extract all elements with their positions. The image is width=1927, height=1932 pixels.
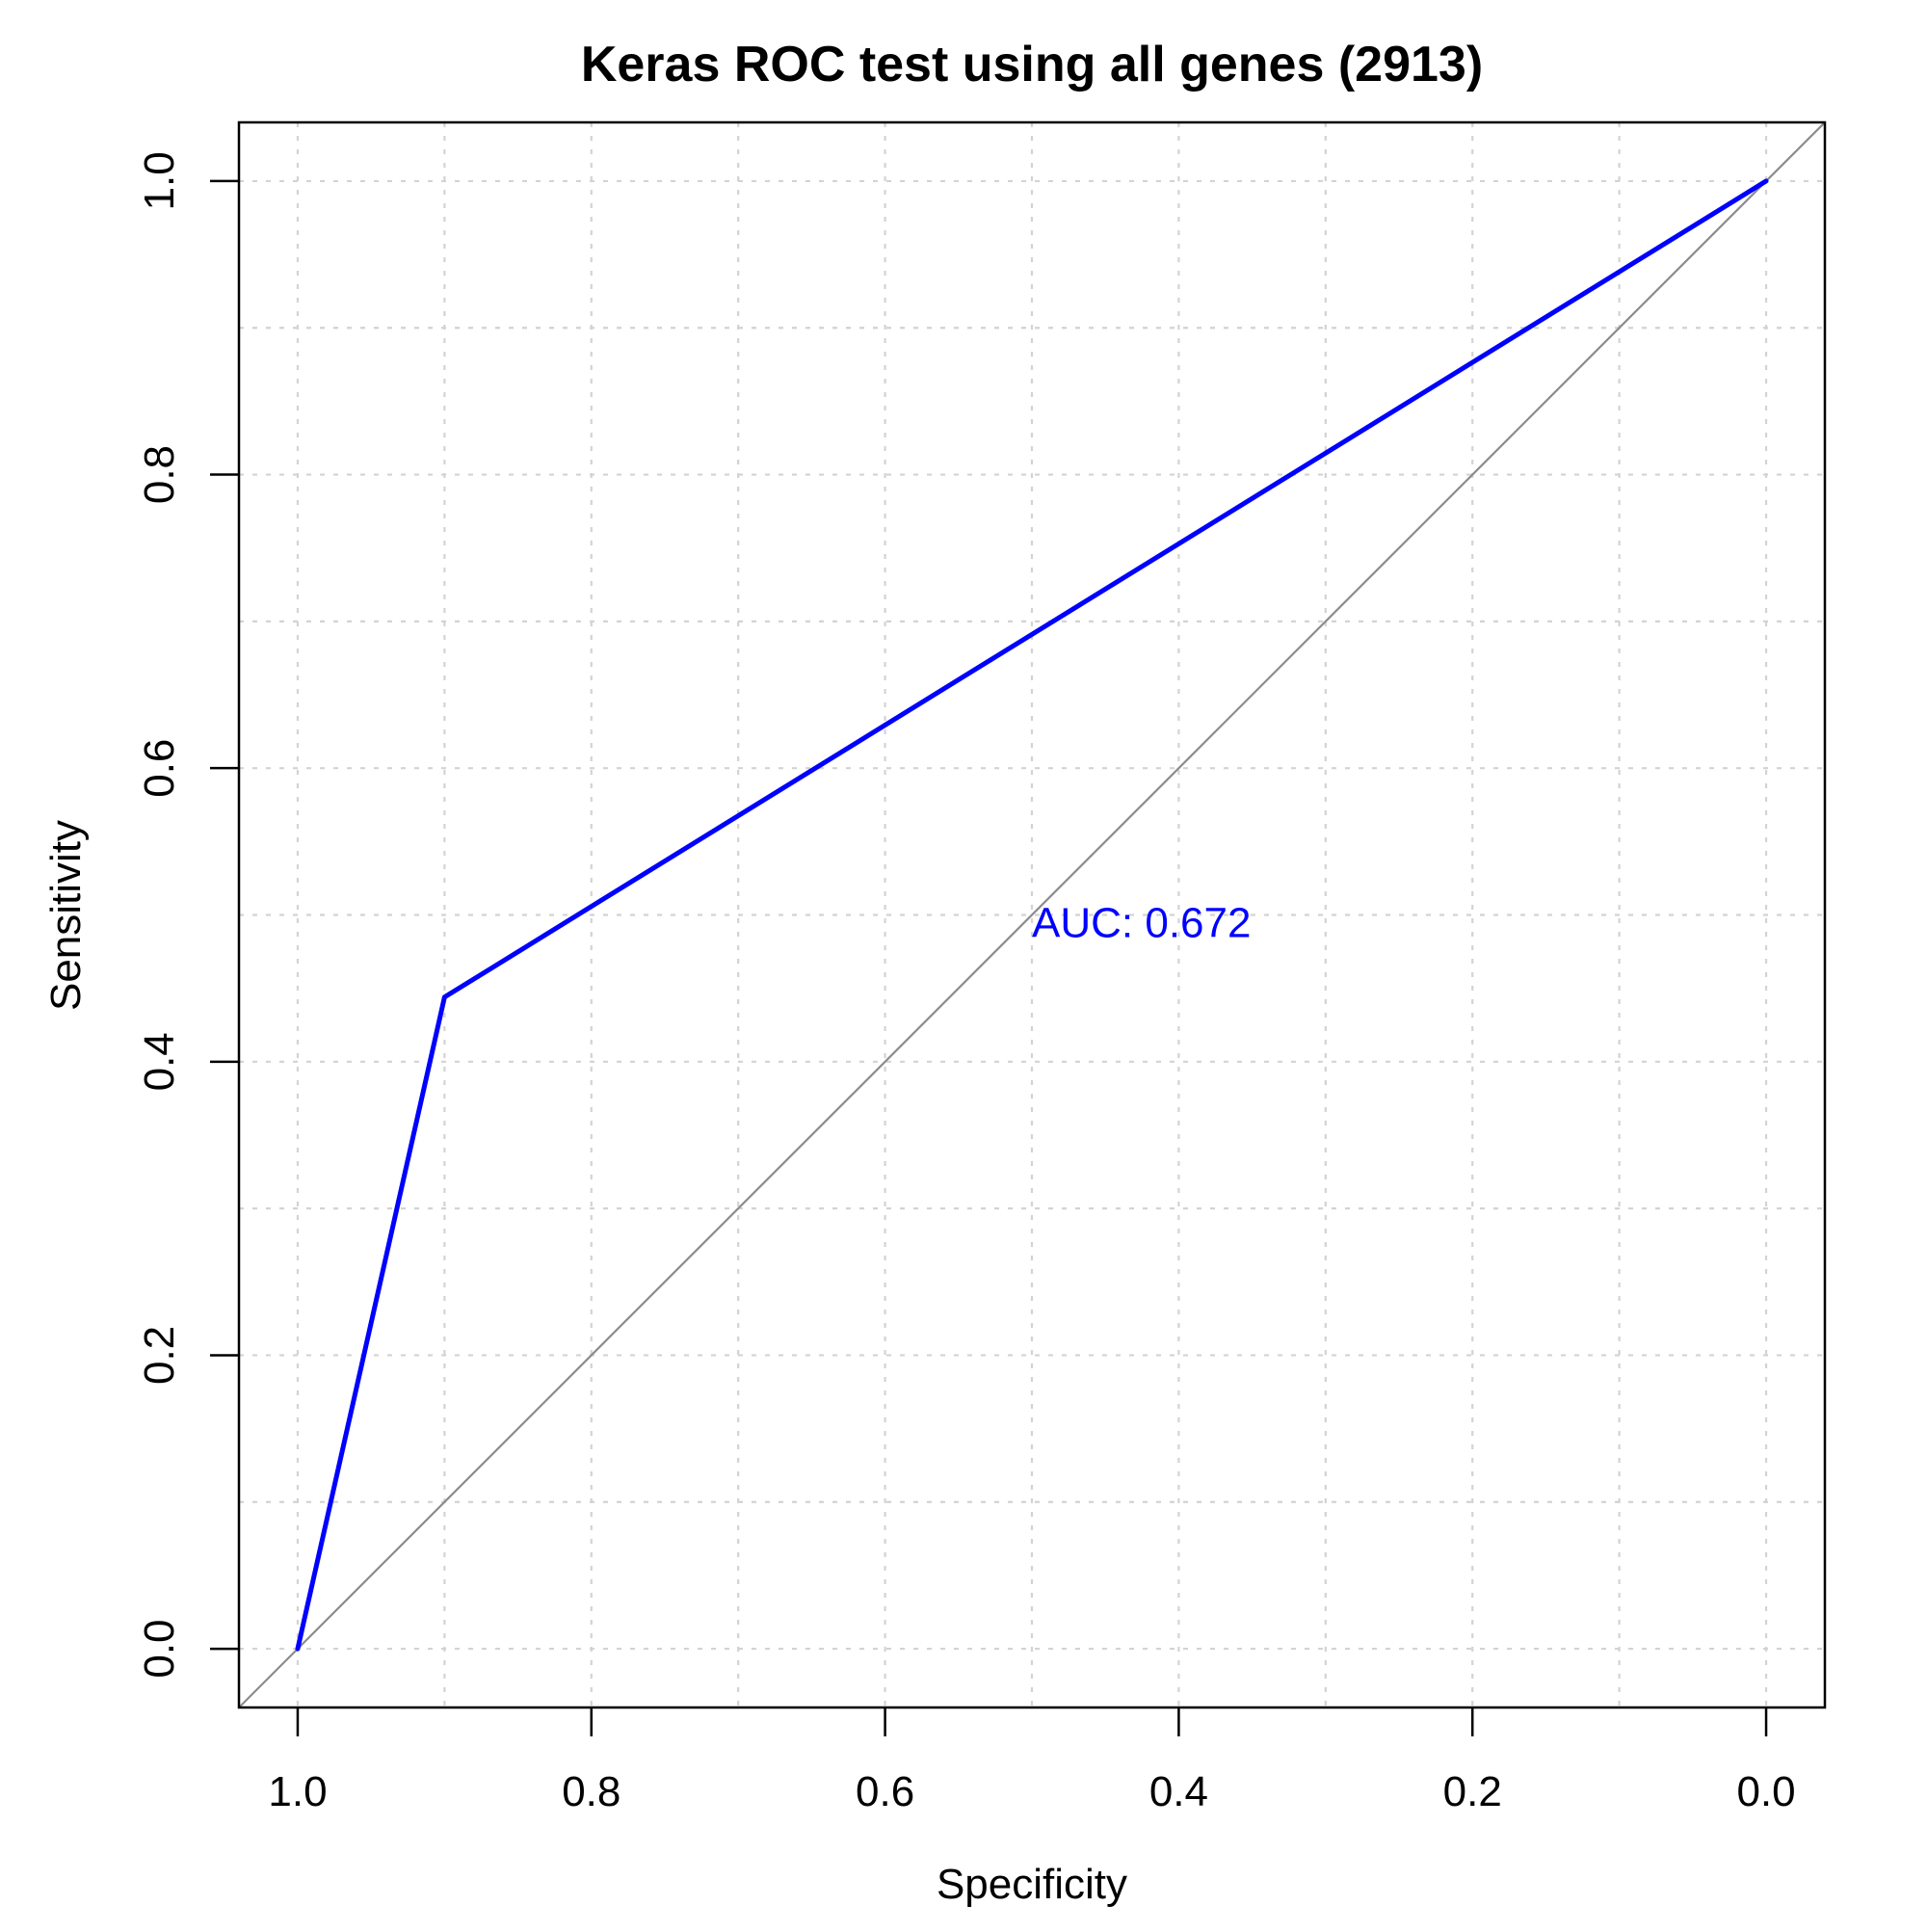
x-axis-label: Specificity <box>937 1861 1127 1908</box>
x-tick-label: 0.6 <box>856 1768 914 1815</box>
axes: 1.0 0.8 0.6 0.4 0.2 0.0 0.0 0.2 0.4 0.6 0.8 1.0 <box>136 151 1796 1815</box>
reference-layer <box>238 121 1826 1708</box>
auc-annotation: AUC: 0.672 <box>1032 899 1251 946</box>
y-tick-label: 0.6 <box>136 739 183 798</box>
y-tick-label: 0.4 <box>136 1032 183 1091</box>
roc-curve-line <box>295 178 1769 1652</box>
y-tick-label: 1.0 <box>136 151 183 210</box>
x-tick-label: 1.0 <box>268 1768 327 1815</box>
reference-diagonal-line <box>238 121 1826 1708</box>
chart-title: Keras ROC test using all genes (2913) <box>581 37 1483 93</box>
y-axis-label: Sensitivity <box>42 820 90 1011</box>
y-tick-label: 0.2 <box>136 1326 183 1385</box>
y-tick-label: 0.8 <box>136 445 183 504</box>
plot-frame <box>237 120 1827 1709</box>
y-tick-label: 0.0 <box>136 1619 183 1678</box>
labels: Keras ROC test using all genes (2913) Sp… <box>42 37 1483 1908</box>
x-tick-label: 0.2 <box>1443 1768 1502 1815</box>
series-layer <box>295 178 1769 1652</box>
x-tick-label: 0.0 <box>1736 1768 1795 1815</box>
annotations: AUC: 0.672 <box>1032 899 1251 946</box>
x-tick-label: 0.8 <box>562 1768 620 1815</box>
x-tick-label: 0.4 <box>1149 1768 1208 1815</box>
